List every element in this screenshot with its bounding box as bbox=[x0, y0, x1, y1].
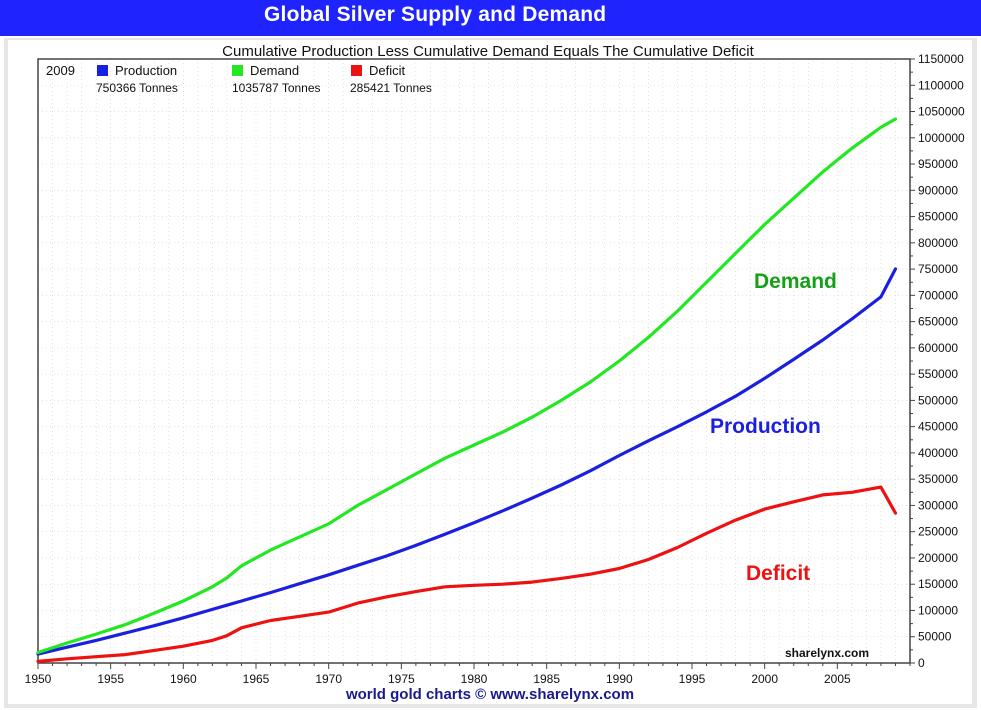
x-tick-label: 1985 bbox=[533, 672, 560, 686]
x-tick-label: 2000 bbox=[751, 672, 778, 686]
legend-value-demand: 1035787 Tonnes bbox=[232, 81, 321, 95]
legend-label-demand: Demand bbox=[250, 63, 299, 78]
y-tick-label: 950000 bbox=[918, 157, 958, 171]
y-tick-label: 650000 bbox=[918, 315, 958, 329]
y-tick-label: 500000 bbox=[918, 393, 958, 407]
y-tick-label: 1100000 bbox=[918, 78, 964, 92]
page-title: Global Silver Supply and Demand bbox=[264, 3, 607, 26]
x-tick-label: 1990 bbox=[606, 672, 633, 686]
y-tick-label: 350000 bbox=[918, 472, 958, 486]
y-tick-label: 800000 bbox=[918, 236, 958, 250]
x-tick-label: 1995 bbox=[679, 672, 706, 686]
x-tick-label: 1965 bbox=[243, 672, 270, 686]
footer-credit: world gold charts © www.sharelynx.com bbox=[345, 686, 634, 703]
y-tick-label: 700000 bbox=[918, 288, 958, 302]
chart-panel bbox=[8, 40, 972, 704]
legend-value-deficit: 285421 Tonnes bbox=[350, 81, 432, 95]
legend-label-production: Production bbox=[115, 63, 177, 78]
x-tick-label: 1980 bbox=[461, 672, 488, 686]
legend-label-deficit: Deficit bbox=[369, 63, 406, 78]
legend-swatch-production bbox=[97, 65, 108, 76]
annotation-deficit: Deficit bbox=[746, 562, 810, 585]
y-tick-label: 1150000 bbox=[918, 52, 964, 66]
annotation-production: Production bbox=[710, 415, 821, 438]
series-line-production bbox=[36, 267, 898, 656]
legend-value-production: 750366 Tonnes bbox=[96, 81, 178, 95]
series-line-deficit bbox=[36, 485, 898, 663]
x-tick-label: 1960 bbox=[170, 672, 197, 686]
x-tick-label: 2005 bbox=[824, 672, 851, 686]
y-tick-label: 150000 bbox=[918, 577, 958, 591]
x-tick-label: 1950 bbox=[25, 672, 52, 686]
legend-year: 2009 bbox=[46, 63, 75, 78]
y-tick-label: 450000 bbox=[918, 420, 958, 434]
y-tick-label: 850000 bbox=[918, 210, 958, 224]
axes: 1950 1955 1960 1965 1970 1975 1980 1985 1990 1995… bbox=[25, 52, 965, 686]
y-tick-label: 900000 bbox=[918, 183, 958, 197]
x-tick-label: 1975 bbox=[388, 672, 415, 686]
y-tick-label: 1000000 bbox=[918, 131, 965, 145]
y-tick-label: 250000 bbox=[918, 525, 958, 539]
annotation-demand: Demand bbox=[754, 270, 837, 293]
y-tick-label: 0 bbox=[918, 656, 925, 670]
y-tick-label: 1050000 bbox=[918, 105, 965, 119]
y-tick-label: 100000 bbox=[918, 603, 958, 617]
y-tick-label: 550000 bbox=[918, 367, 958, 381]
y-tick-label: 750000 bbox=[918, 262, 958, 276]
legend-swatch-deficit bbox=[351, 65, 362, 76]
y-tick-label: 600000 bbox=[918, 341, 958, 355]
series-line-demand bbox=[36, 117, 898, 655]
annotations: Production Demand Deficit bbox=[710, 270, 837, 585]
watermark: sharelynx.com bbox=[785, 646, 869, 660]
title-bar: Global Silver Supply and Demand bbox=[0, 0, 981, 36]
y-tick-label: 50000 bbox=[918, 630, 952, 644]
series-lines bbox=[36, 117, 898, 663]
y-tick-label: 200000 bbox=[918, 551, 958, 565]
x-tick-label: 1970 bbox=[315, 672, 342, 686]
legend: 2009 Production 750366 Tonnes Demand 103578… bbox=[46, 63, 432, 95]
x-tick-label: 1955 bbox=[97, 672, 124, 686]
chart-subtitle: Cumulative Production Less Cumulative De… bbox=[222, 43, 754, 60]
legend-swatch-demand bbox=[232, 65, 243, 76]
y-tick-label: 400000 bbox=[918, 446, 958, 460]
gridlines bbox=[38, 59, 910, 663]
y-tick-label: 300000 bbox=[918, 498, 958, 512]
